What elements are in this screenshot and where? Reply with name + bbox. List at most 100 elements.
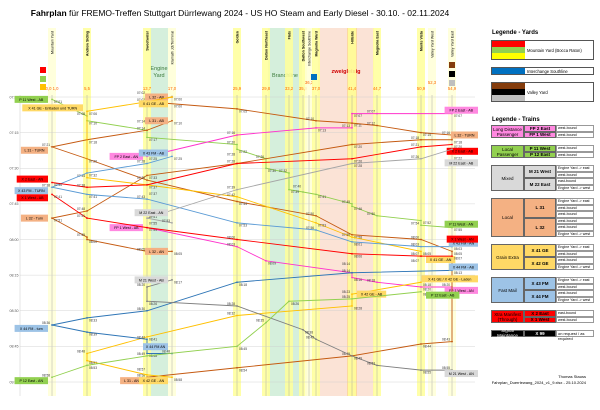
y-tick-label: 07:45 [10, 202, 19, 206]
train-label: X 41 GE - Entladen und TURN [28, 106, 77, 110]
station-km: 41,4 [348, 86, 357, 91]
legend-train-direction: west-bound [556, 145, 594, 152]
train-stop [351, 236, 353, 239]
stop-time: 08:30 [137, 307, 145, 311]
legend-group-name: Local Passenger [491, 145, 524, 158]
yard-color-marker [40, 76, 46, 82]
stop-time: 08:05 [137, 247, 145, 251]
train-stop [420, 286, 422, 288]
legend-yards-title: Legende - Yards [492, 30, 539, 36]
train-label: X 44 FM - turn [20, 327, 43, 331]
train-label-box [145, 247, 168, 255]
stop-time: 08:05 [174, 252, 182, 256]
legend-train-id: FP 2 East [524, 125, 556, 132]
legend-yard-item: Mountain Yard (Bocca Raton) [491, 40, 594, 60]
legend-train-direction: east-bound [556, 310, 594, 317]
stop-time: 08:49 [354, 356, 362, 360]
legend-train-direction: Engine Yard -> east [556, 244, 594, 251]
train-stop [351, 143, 353, 146]
train-stop [420, 131, 422, 134]
train-stop [236, 134, 238, 136]
train-label-box [134, 276, 168, 284]
train-l-32: 07:00 07:02 07:05 07:10 07:11 07:12 07:15 07:16… [20, 93, 478, 256]
legend-group-name: Local [491, 198, 524, 237]
legend-train-direction: west-bound [556, 316, 594, 323]
stop-time: 07:10 [174, 121, 182, 125]
train-label-box [444, 106, 478, 114]
legend-train-direction: on request / as required [556, 330, 594, 341]
train-label-box [138, 149, 168, 157]
train-stop [420, 238, 422, 241]
train-label: L 31 - TURN [24, 149, 44, 153]
station-name: Magnolia Ward [315, 31, 319, 56]
yard-color-swatch [492, 95, 525, 101]
train-stop [288, 188, 290, 191]
y-tick-label: 08:45 [10, 345, 19, 349]
stop-time: 08:07 [454, 257, 462, 261]
legend-yard-item: Interchange Southline [491, 67, 594, 75]
train-l-31: 07:10 07:14 07:18 07:21 07:26 07:35 07:44 07:50… [20, 117, 462, 385]
train-stop [351, 157, 353, 160]
stop-time: 07:39 [227, 186, 235, 190]
train-stop [315, 214, 317, 217]
y-tick-label: 07:00 [10, 95, 19, 99]
y-tick-label: 09:00 [10, 380, 19, 384]
train-stop [236, 195, 238, 198]
stop-time: 08:17 [174, 280, 182, 284]
train-label: FP 2 East - AN [114, 155, 138, 159]
stop-time: 08:42 [137, 335, 145, 339]
stop-time: 07:16 [227, 131, 235, 135]
train-label-box [444, 370, 478, 378]
train-stop [451, 250, 453, 253]
train-label: P 11 West - AB [19, 98, 44, 102]
footer: Thomas Stauss Fahrplan_Duerrlewang_2024_v… [492, 374, 586, 386]
train-stop [451, 148, 453, 151]
train-stop [86, 110, 88, 113]
train-stop [351, 233, 353, 236]
stop-time: 07:58 [354, 235, 362, 239]
stop-time: 07:25 [174, 157, 182, 161]
stop-time: 08:55 [442, 366, 450, 370]
stop-time: 08:20 [442, 283, 450, 287]
train-stop [86, 176, 88, 179]
double-track-area [318, 28, 374, 396]
train-stop [146, 174, 148, 177]
stop-time: 07:33 [149, 176, 157, 180]
stop-time: 07:14 [137, 119, 145, 123]
train-stop [420, 343, 422, 345]
train-x-44-fm: 08:13 08:14 08:18 08:30 08:33 08:36 08:39 08:42… [14, 262, 478, 358]
stop-time: 08:18 [239, 283, 247, 287]
train-stop [146, 300, 148, 303]
train-label-box [109, 152, 143, 160]
train-stop [420, 145, 422, 148]
stop-time: 07:06 [89, 112, 97, 116]
stop-time: 08:28 [354, 307, 362, 311]
train-stop [86, 359, 88, 362]
train-label: X 2 East - AB [452, 150, 474, 154]
legend-train-direction: west-bound [556, 283, 594, 290]
train-stop [236, 148, 238, 151]
stop-time: 07:16 [442, 131, 450, 135]
stop-time: 07:26 [256, 155, 264, 159]
train-stop [146, 335, 148, 338]
station-km: 0,0 1,0 [46, 86, 59, 91]
train-stop [351, 271, 353, 274]
stop-time: 07:18 [411, 136, 419, 140]
station-name: Sweetwater [146, 30, 150, 50]
stop-time: 07:28 [227, 153, 235, 157]
stop-time: 07:05 [239, 109, 247, 113]
station-name: Andrew Siding [86, 31, 90, 56]
train-x-43-fm: 07:25 07:28 07:32 07:38 07:41 07:43 07:53 07:56… [14, 149, 478, 251]
stop-time: 07:37 [149, 185, 157, 189]
train-label-box [421, 275, 478, 283]
station-km: 5,5 [84, 86, 90, 91]
train-stop [265, 321, 267, 324]
train-label: L 32 - TURN [454, 133, 474, 137]
train-line [51, 291, 422, 378]
train-stop [376, 281, 378, 284]
legend-group-name: Fast Mail [491, 277, 524, 303]
stop-time: 08:26 [291, 302, 299, 306]
stop-time: 07:55 [149, 221, 157, 225]
stop-time: 07:07 [454, 114, 462, 118]
legend-yard-item: Valley Yard [491, 82, 594, 102]
